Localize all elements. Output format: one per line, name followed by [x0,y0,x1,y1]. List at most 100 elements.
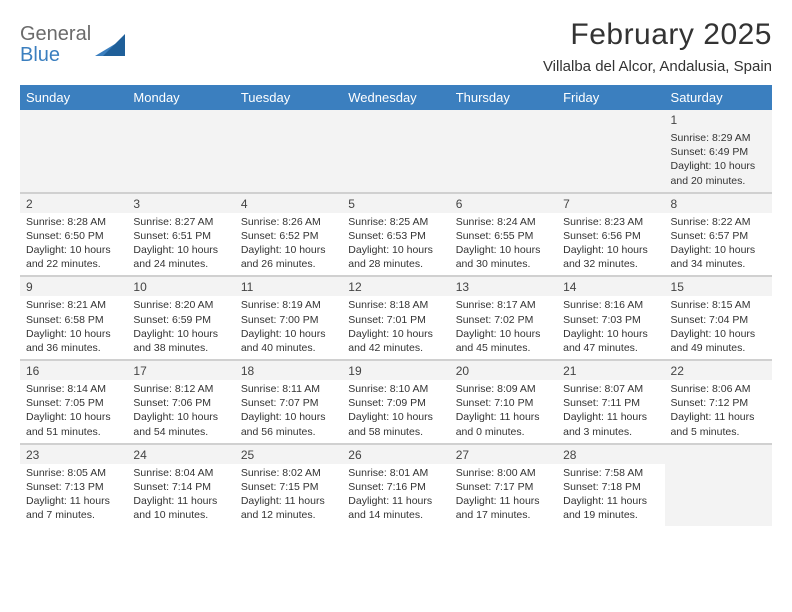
calendar-day-cell [450,110,557,193]
calendar-day-cell [235,110,342,193]
day-details: Sunrise: 8:19 AMSunset: 7:00 PMDaylight:… [235,296,342,359]
calendar-day-cell: 18Sunrise: 8:11 AMSunset: 7:07 PMDayligh… [235,360,342,444]
calendar-day-cell: 10Sunrise: 8:20 AMSunset: 6:59 PMDayligh… [127,276,234,360]
sunrise-text: Sunrise: 8:17 AM [456,298,551,312]
calendar-day-cell: 9Sunrise: 8:21 AMSunset: 6:58 PMDaylight… [20,276,127,360]
calendar-day-cell [127,110,234,193]
calendar-day-cell: 21Sunrise: 8:07 AMSunset: 7:11 PMDayligh… [557,360,664,444]
calendar-week-row: 9Sunrise: 8:21 AMSunset: 6:58 PMDaylight… [20,276,772,360]
calendar-day-cell: 15Sunrise: 8:15 AMSunset: 7:04 PMDayligh… [665,276,772,360]
weekday-col: Tuesday [235,85,342,110]
sunrise-text: Sunrise: 8:00 AM [456,466,551,480]
day-number: 22 [665,361,772,380]
daylight-text: Daylight: 10 hours and 38 minutes. [133,327,228,355]
sunset-text: Sunset: 7:12 PM [671,396,766,410]
calendar-day-cell: 19Sunrise: 8:10 AMSunset: 7:09 PMDayligh… [342,360,449,444]
sunrise-text: Sunrise: 8:19 AM [241,298,336,312]
daylight-text: Daylight: 10 hours and 40 minutes. [241,327,336,355]
calendar-day-cell: 20Sunrise: 8:09 AMSunset: 7:10 PMDayligh… [450,360,557,444]
day-number: 4 [235,194,342,213]
day-details: Sunrise: 7:58 AMSunset: 7:18 PMDaylight:… [557,464,664,527]
daylight-text: Daylight: 11 hours and 5 minutes. [671,410,766,438]
sunset-text: Sunset: 7:00 PM [241,313,336,327]
sunrise-text: Sunrise: 8:15 AM [671,298,766,312]
calendar-day-cell: 8Sunrise: 8:22 AMSunset: 6:57 PMDaylight… [665,193,772,277]
day-details: Sunrise: 8:12 AMSunset: 7:06 PMDaylight:… [127,380,234,443]
day-details: Sunrise: 8:10 AMSunset: 7:09 PMDaylight:… [342,380,449,443]
calendar-day-cell: 23Sunrise: 8:05 AMSunset: 7:13 PMDayligh… [20,444,127,527]
sunrise-text: Sunrise: 8:11 AM [241,382,336,396]
weekday-col: Wednesday [342,85,449,110]
day-number: 2 [20,194,127,213]
daylight-text: Daylight: 10 hours and 49 minutes. [671,327,766,355]
calendar-week-row: 1Sunrise: 8:29 AMSunset: 6:49 PMDaylight… [20,110,772,193]
calendar-day-cell: 24Sunrise: 8:04 AMSunset: 7:14 PMDayligh… [127,444,234,527]
sunset-text: Sunset: 7:17 PM [456,480,551,494]
calendar-week-row: 23Sunrise: 8:05 AMSunset: 7:13 PMDayligh… [20,444,772,527]
day-details: Sunrise: 8:02 AMSunset: 7:15 PMDaylight:… [235,464,342,527]
calendar-day-cell: 25Sunrise: 8:02 AMSunset: 7:15 PMDayligh… [235,444,342,527]
sunrise-text: Sunrise: 8:27 AM [133,215,228,229]
calendar-day-cell: 11Sunrise: 8:19 AMSunset: 7:00 PMDayligh… [235,276,342,360]
calendar-day-cell [557,110,664,193]
calendar-week-row: 16 Sunrise: 8:14 AMSunset: 7:05 PM Dayligh… [20,360,772,444]
sunset-text: Sunset: 7:09 PM [348,396,443,410]
sunset-text: Sunset: 7:15 PM [241,480,336,494]
day-number: 7 [557,194,664,213]
sunset-text: Sunset: 6:56 PM [563,229,658,243]
brand-triangle-icon [95,34,125,56]
sunset-text: Sunset: 6:57 PM [671,229,766,243]
daylight-text: Daylight: 10 hours and 32 minutes. [563,243,658,271]
sunset-text: Sunset: 7:07 PM [241,396,336,410]
sunrise-text: Sunrise: 8:14 AM [26,382,121,396]
daylight-text: Daylight: 11 hours and 17 minutes. [456,494,551,522]
calendar-page: General Blue February 2025 Villalba del … [0,0,792,612]
sunrise-text: Sunrise: 8:12 AM [133,382,228,396]
sunrise-text: Sunrise: 8:02 AM [241,466,336,480]
day-details: Sunrise: 8:15 AMSunset: 7:04 PMDaylight:… [665,296,772,359]
calendar-day-cell: 22Sunrise: 8:06 AMSunset: 7:12 PMDayligh… [665,360,772,444]
sunset-text: Sunset: 6:50 PM [26,229,121,243]
daylight-text: Daylight: 10 hours and 26 minutes. [241,243,336,271]
sunrise-text: Sunrise: 8:06 AM [671,382,766,396]
daylight-text: Daylight: 10 hours and 22 minutes. [26,243,121,271]
calendar-week-row: 2Sunrise: 8:28 AMSunset: 6:50 PMDaylight… [20,193,772,277]
day-details: Sunrise: 8:28 AMSunset: 6:50 PMDaylight:… [20,213,127,276]
sunrise-text: Sunrise: 8:25 AM [348,215,443,229]
day-number: 16 [20,361,127,380]
month-title: February 2025 [543,18,772,52]
sunset-text: Sunset: 7:06 PM [133,396,228,410]
sunset-text: Sunset: 7:01 PM [348,313,443,327]
calendar-day-cell: 6Sunrise: 8:24 AMSunset: 6:55 PMDaylight… [450,193,557,277]
sunrise-text: Sunrise: 8:18 AM [348,298,443,312]
sunset-text: Sunset: 7:14 PM [133,480,228,494]
day-number: 14 [557,277,664,296]
weekday-col: Monday [127,85,234,110]
sunset-text: Sunset: 6:59 PM [133,313,228,327]
day-details: Sunrise: 8:17 AMSunset: 7:02 PMDaylight:… [450,296,557,359]
brand-line1: General [20,23,91,45]
day-details: Sunrise: 8:06 AMSunset: 7:12 PMDaylight:… [665,380,772,443]
location-subtitle: Villalba del Alcor, Andalusia, Spain [543,58,772,75]
daylight-text: Daylight: 10 hours and 20 minutes. [671,159,766,187]
day-number: 1 [665,110,772,129]
calendar-day-cell [665,444,772,527]
daylight-text: Daylight: 10 hours and 36 minutes. [26,327,121,355]
day-number: 25 [235,445,342,464]
day-details: Sunrise: 8:18 AMSunset: 7:01 PMDaylight:… [342,296,449,359]
daylight-text: Daylight: 10 hours and 34 minutes. [671,243,766,271]
sunrise-text: Sunrise: 8:01 AM [348,466,443,480]
sunrise-text: Sunrise: 8:23 AM [563,215,658,229]
day-number: 19 [342,361,449,380]
daylight-text: Daylight: 10 hours and 30 minutes. [456,243,551,271]
sunrise-text: Sunrise: 8:16 AM [563,298,658,312]
day-number: 8 [665,194,772,213]
daylight-text: Daylight: 11 hours and 19 minutes. [563,494,658,522]
day-number: 23 [20,445,127,464]
daylight-text: Daylight: 11 hours and 10 minutes. [133,494,228,522]
sunset-text: Sunset: 7:02 PM [456,313,551,327]
title-block: February 2025 Villalba del Alcor, Andalu… [543,18,772,75]
sunset-text: Sunset: 6:52 PM [241,229,336,243]
sunset-text: Sunset: 7:05 PM [26,396,121,410]
daylight-text: Daylight: 10 hours and 28 minutes. [348,243,443,271]
